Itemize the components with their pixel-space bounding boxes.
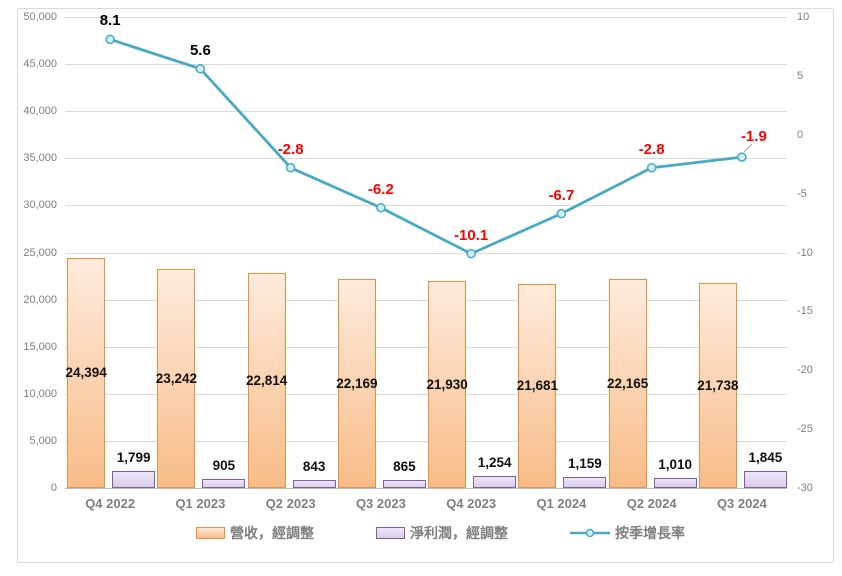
gridline — [65, 346, 787, 348]
revenue-bar-label: 24,394 — [65, 365, 107, 381]
right-axis-tick-label: 5 — [797, 69, 804, 82]
legend-swatch-revenue — [196, 527, 225, 539]
revenue-bar — [518, 283, 557, 488]
left-axis-tick-label: 15,000 — [23, 340, 57, 353]
legend-item-revenue: 營收，經調整 — [196, 523, 314, 543]
revenue-bar — [247, 273, 286, 488]
left-axis-tick-label: 35,000 — [23, 152, 57, 165]
x-axis-label: Q2 2024 — [626, 496, 677, 511]
gridline — [65, 158, 787, 160]
left-axis-tick-label: 30,000 — [23, 199, 57, 212]
net-profit-bar-label: 1,159 — [567, 456, 602, 472]
legend-line-swatch — [570, 528, 610, 538]
net-profit-bar — [563, 477, 607, 488]
net-profit-bar — [473, 476, 517, 488]
net-profit-bar-label: 865 — [393, 458, 416, 474]
net-profit-bar — [382, 479, 426, 488]
growth-line-label: 5.6 — [189, 41, 211, 59]
x-axis-label: Q2 2023 — [265, 496, 316, 511]
left-axis-tick-label: 25,000 — [23, 246, 57, 259]
revenue-bar-label: 21,738 — [697, 377, 739, 393]
legend-label-revenue: 營收，經調整 — [230, 525, 314, 541]
revenue-bar — [608, 279, 647, 488]
legend: 營收，經調整 淨利潤，經調整 按季增長率 — [17, 523, 834, 543]
x-axis-label: Q1 2023 — [175, 496, 226, 511]
growth-line-label: -6.7 — [548, 186, 575, 204]
growth-line-label: 8.1 — [99, 12, 121, 30]
right-axis-tick-label: 10 — [797, 11, 810, 23]
left-axis-tick-label: 20,000 — [23, 293, 57, 306]
legend-swatch-net-profit — [376, 527, 405, 539]
revenue-bar — [67, 258, 106, 488]
growth-line-label: -2.8 — [638, 140, 665, 158]
net-profit-bar — [202, 479, 246, 488]
revenue-bar — [698, 283, 737, 488]
legend-item-growth-rate: 按季增長率 — [570, 523, 685, 543]
net-profit-bar-label: 905 — [212, 458, 236, 474]
net-profit-bar — [653, 478, 697, 488]
left-axis-tick-label: 40,000 — [23, 105, 57, 118]
revenue-bar-label: 21,930 — [426, 376, 468, 392]
revenue-bar-label: 22,165 — [606, 375, 649, 391]
right-axis-tick-label: 0 — [797, 128, 804, 141]
gridline — [65, 393, 787, 395]
revenue-bar — [157, 269, 196, 488]
gridline — [65, 440, 787, 442]
x-axis-line — [65, 488, 787, 489]
x-axis-label: Q3 2023 — [355, 496, 406, 511]
x-axis-label: Q4 2023 — [446, 496, 497, 511]
gridline — [65, 111, 787, 113]
right-axis-tick-label: -15 — [797, 305, 813, 318]
left-axis-tick-label: 10,000 — [23, 387, 57, 400]
net-profit-bar-label: 1,010 — [658, 457, 693, 473]
revenue-bar — [337, 279, 376, 488]
net-profit-bar-label: 843 — [302, 459, 326, 475]
legend-label-net-profit: 淨利潤，經調整 — [410, 525, 508, 541]
right-axis-tick-label: -30 — [797, 482, 813, 494]
legend-label-growth-rate: 按季增長率 — [615, 525, 685, 541]
right-axis-tick-label: -10 — [797, 246, 813, 259]
growth-line-label: -1.9 — [740, 128, 767, 146]
growth-line-label: -2.8 — [277, 140, 304, 158]
gridline — [65, 252, 787, 254]
net-profit-bar — [292, 480, 336, 488]
revenue-bar-label: 22,814 — [245, 372, 288, 388]
left-axis-tick-label: 0 — [50, 482, 57, 494]
gridline — [65, 205, 787, 207]
revenue-bar-label: 22,169 — [336, 375, 378, 391]
gridline — [65, 299, 787, 301]
x-axis-label: Q4 2022 — [85, 496, 136, 511]
net-profit-bar — [112, 471, 156, 488]
left-axis-tick-label: 45,000 — [23, 58, 57, 71]
net-profit-bar-label: 1,254 — [477, 455, 512, 471]
legend-item-net-profit: 淨利潤，經調整 — [376, 523, 508, 543]
left-axis-tick-label: 5,000 — [29, 434, 57, 447]
gridline — [65, 64, 787, 66]
x-axis-label: Q1 2024 — [536, 496, 587, 511]
net-profit-bar-label: 1,799 — [116, 450, 151, 466]
net-profit-bar-label: 1,845 — [748, 449, 783, 465]
revenue-bar — [428, 281, 467, 488]
right-axis-tick-label: -5 — [797, 187, 807, 200]
growth-line-label: -6.2 — [367, 180, 394, 198]
left-axis-tick-label: 50,000 — [23, 11, 57, 23]
net-profit-bar — [743, 470, 787, 488]
revenue-bar-label: 23,242 — [155, 370, 198, 386]
growth-line-label: -10.1 — [454, 226, 489, 244]
right-axis-tick-label: -25 — [797, 423, 813, 436]
revenue-bar-label: 21,681 — [516, 377, 559, 393]
right-axis-tick-label: -20 — [797, 364, 813, 377]
gridline — [65, 17, 787, 18]
x-axis-label: Q3 2024 — [716, 496, 767, 511]
